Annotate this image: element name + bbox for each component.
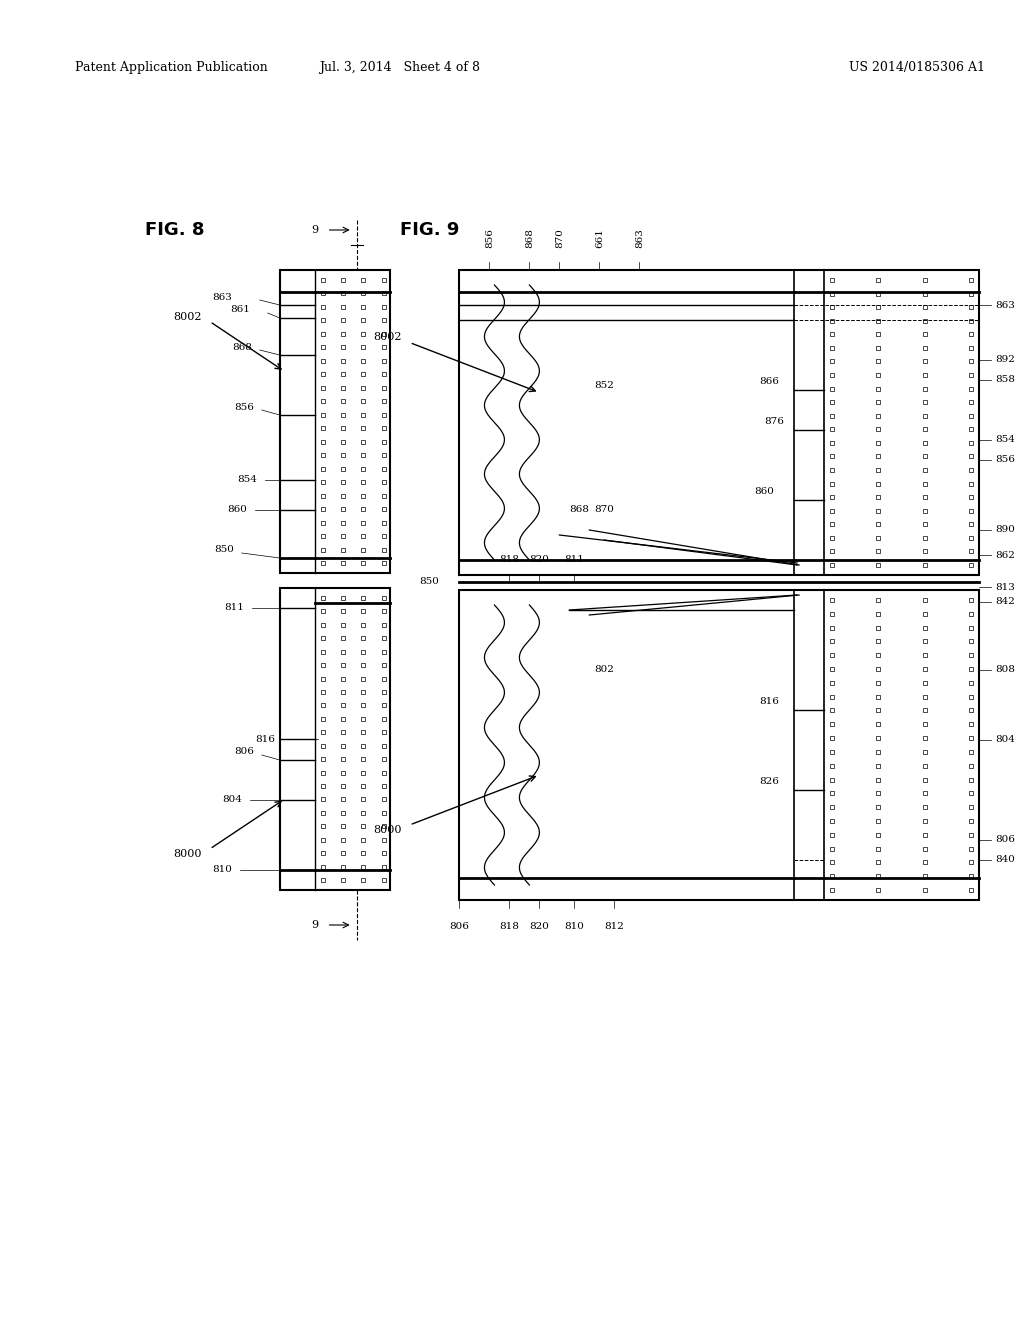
Text: 860: 860 (755, 487, 774, 496)
Text: Patent Application Publication: Patent Application Publication (75, 62, 267, 74)
Text: 811: 811 (224, 603, 244, 612)
Text: 806: 806 (450, 921, 469, 931)
Text: 870: 870 (594, 506, 614, 515)
Text: 808: 808 (995, 665, 1015, 675)
Text: 856: 856 (233, 403, 254, 412)
Text: 852: 852 (594, 380, 614, 389)
Text: 863: 863 (995, 301, 1015, 309)
Text: 861: 861 (229, 305, 250, 314)
Text: 9: 9 (311, 920, 318, 931)
Text: 870: 870 (555, 228, 564, 248)
Text: FIG. 9: FIG. 9 (399, 220, 459, 239)
Text: 862: 862 (995, 550, 1015, 560)
Text: 876: 876 (764, 417, 784, 426)
Bar (460, 590, 979, 900)
Text: 866: 866 (759, 378, 779, 387)
Bar (280, 271, 389, 573)
Text: 812: 812 (604, 921, 625, 931)
Text: 8000: 8000 (173, 849, 202, 859)
Bar (460, 271, 979, 576)
Text: 806: 806 (233, 747, 254, 756)
Text: 856: 856 (995, 455, 1015, 465)
Text: 858: 858 (995, 375, 1015, 384)
Text: 818: 818 (500, 921, 519, 931)
Text: 816: 816 (759, 697, 779, 706)
Text: 863: 863 (212, 293, 231, 301)
Text: 890: 890 (995, 525, 1015, 535)
Text: 850: 850 (420, 578, 439, 586)
Text: 820: 820 (529, 921, 549, 931)
Text: 854: 854 (995, 436, 1015, 445)
Text: FIG. 8: FIG. 8 (145, 220, 205, 239)
Text: US 2014/0185306 A1: US 2014/0185306 A1 (849, 62, 985, 74)
Text: 868: 868 (525, 228, 534, 248)
Text: 856: 856 (485, 228, 494, 248)
Text: 813: 813 (995, 582, 1015, 591)
Text: 661: 661 (595, 228, 604, 248)
Text: 863: 863 (635, 228, 644, 248)
Text: 8002: 8002 (173, 312, 202, 322)
Text: 9: 9 (311, 224, 318, 235)
Text: 802: 802 (594, 665, 614, 675)
Text: 816: 816 (255, 734, 274, 743)
Bar (280, 587, 389, 890)
Text: 854: 854 (237, 475, 257, 484)
Text: 826: 826 (759, 777, 779, 787)
Text: 840: 840 (995, 855, 1015, 865)
Text: 850: 850 (214, 545, 233, 554)
Text: 820: 820 (529, 554, 549, 564)
Text: 8002: 8002 (373, 333, 401, 342)
Text: Jul. 3, 2014   Sheet 4 of 8: Jul. 3, 2014 Sheet 4 of 8 (319, 62, 480, 74)
Text: 868: 868 (231, 342, 252, 351)
Text: 860: 860 (227, 506, 247, 515)
Text: 811: 811 (564, 554, 585, 564)
Text: 804: 804 (222, 796, 242, 804)
Text: 818: 818 (500, 554, 519, 564)
Text: 892: 892 (995, 355, 1015, 364)
Text: 868: 868 (569, 506, 589, 515)
Text: 8000: 8000 (373, 825, 401, 836)
Text: 806: 806 (995, 836, 1015, 845)
Text: 804: 804 (995, 735, 1015, 744)
Text: 810: 810 (564, 921, 585, 931)
Text: 810: 810 (212, 866, 231, 874)
Text: 842: 842 (995, 598, 1015, 606)
